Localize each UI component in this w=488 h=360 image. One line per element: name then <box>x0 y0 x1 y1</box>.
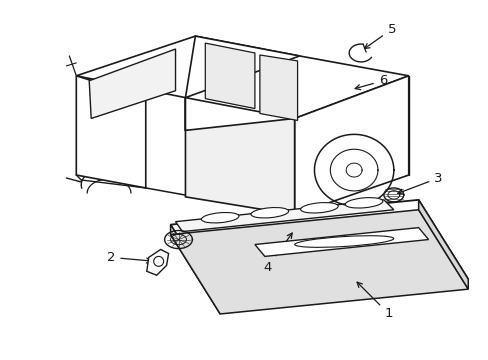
Ellipse shape <box>294 236 393 247</box>
Text: 5: 5 <box>364 23 395 49</box>
Text: 3: 3 <box>397 171 442 194</box>
Polygon shape <box>185 118 294 215</box>
Polygon shape <box>185 36 299 148</box>
Ellipse shape <box>345 198 382 208</box>
Polygon shape <box>170 200 468 304</box>
Polygon shape <box>254 228 427 256</box>
Polygon shape <box>170 210 468 314</box>
Text: 4: 4 <box>263 233 292 274</box>
Text: 6: 6 <box>354 74 386 90</box>
Polygon shape <box>418 200 468 289</box>
Ellipse shape <box>300 203 338 213</box>
Text: 2: 2 <box>106 251 151 264</box>
Polygon shape <box>76 76 145 188</box>
Polygon shape <box>259 55 297 121</box>
Text: 1: 1 <box>356 282 392 320</box>
Polygon shape <box>89 49 175 118</box>
Polygon shape <box>294 76 408 215</box>
Ellipse shape <box>201 212 239 223</box>
Polygon shape <box>175 200 393 231</box>
Polygon shape <box>185 56 408 118</box>
Polygon shape <box>170 225 220 314</box>
Polygon shape <box>146 249 168 275</box>
Ellipse shape <box>250 207 288 218</box>
Polygon shape <box>76 36 299 98</box>
Polygon shape <box>205 43 254 109</box>
